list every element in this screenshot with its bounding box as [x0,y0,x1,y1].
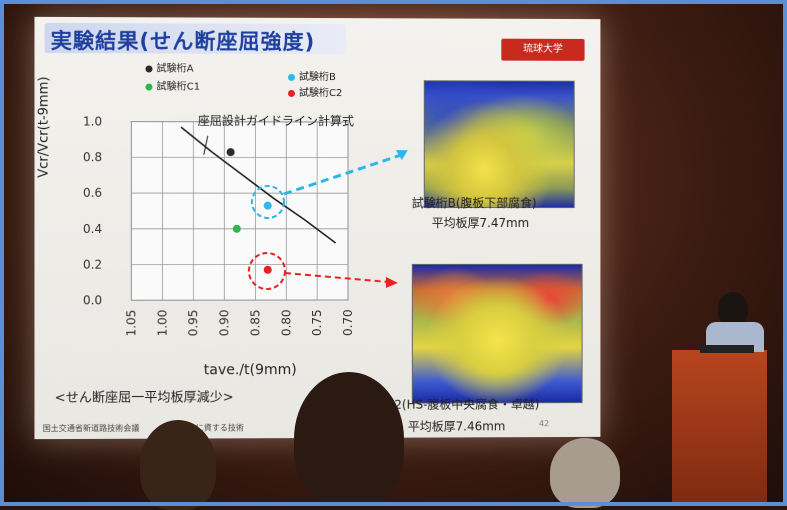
projected-slide: 実験結果(せん断座屈強度) 琉球大学 試験桁A 試験桁B 試験桁C1 試験桁C2… [34,17,600,439]
arrowhead-c2 [386,277,398,288]
plot-area [131,122,348,301]
bottom-image-label: C2(HS-腹板中央腐食・卓越) [386,395,539,412]
top-image-thickness: 平均板厚7.47mm [432,214,529,231]
audience-head-center [294,372,404,506]
y-tick-label: 0.8 [83,150,102,164]
x-tick-label: 0.70 [341,309,355,336]
y-tick-label: 0.0 [83,293,102,307]
top-image-label: 試験桁B(腹板下部腐食) [412,194,537,211]
x-tick-label: 0.95 [186,309,200,336]
x-tick-label: 0.85 [248,309,262,336]
x-tick-label: 1.05 [124,310,138,337]
x-tick-label: 1.00 [155,310,169,337]
heatmap-girder-b [424,80,575,208]
y-tick-label: 1.0 [83,115,102,129]
y-tick-label: 0.4 [83,222,102,236]
y-tick-label: 0.6 [83,186,102,200]
curve-label: 座屈設計ガイドライン計算式 [198,112,354,129]
x-tick-label: 0.90 [217,309,231,336]
bottom-image-thickness: 平均板厚7.46mm [408,417,506,434]
laptop [700,345,754,353]
y-tick-label: 0.2 [83,258,102,272]
data-point [233,225,241,233]
x-axis-label: tave./t(9mm) [204,362,297,378]
slide-caption: <せん断座屈一平均板厚減少> [55,386,234,406]
presenter-head [718,292,748,326]
page-number: 42 [539,419,549,428]
data-point [264,202,272,210]
x-tick-label: 0.75 [310,309,324,336]
y-axis-label: Vcr/Vcr(t-9mm) [37,76,52,177]
x-tick-label: 0.80 [279,309,293,336]
audience-head-left [140,420,216,510]
slide-footer: 国土交通省新道路技術会議 [43,423,140,434]
heatmap-girder-c2 [412,264,583,404]
data-point [227,148,235,156]
data-point [264,266,272,274]
podium [672,350,767,506]
audience-head-right [550,438,620,508]
